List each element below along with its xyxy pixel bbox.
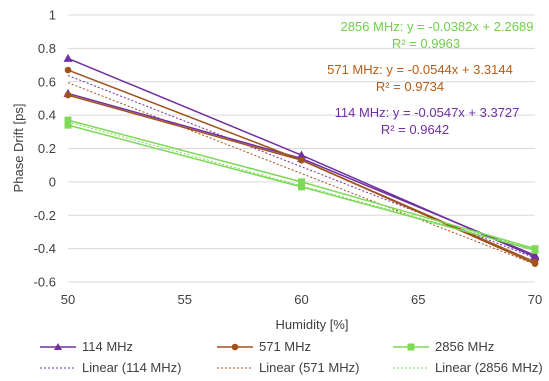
legend-item-linear-2856: Linear (2856 MHz) [393,360,543,375]
y-tick-label: 1 [49,8,56,23]
legend-label-linear-2856: Linear (2856 MHz) [435,360,543,375]
legend-item-linear-571: Linear (571 MHz) [217,360,359,375]
x-tick-label: 70 [528,292,542,307]
equation-571: 571 MHz: y = -0.0544x + 3.3144 [327,62,513,77]
data-point [298,183,305,191]
equation-114: 114 MHz: y = -0.0547x + 3.3727 [335,105,520,120]
legend: 114 MHz 571 MHz 2856 MHz Linear (114 MHz… [40,339,543,375]
x-tick-label: 50 [61,292,75,307]
y-tick-label: -0.6 [34,275,56,290]
data-point [531,260,539,267]
equation-2856: 2856 MHz: y = -0.0382x + 2.2689 [341,19,534,34]
x-tick-label: 55 [178,292,192,307]
legend-item-2856: 2856 MHz [393,339,494,354]
series-lines [63,53,540,267]
r2-114: R² = 0.9642 [381,122,449,137]
data-point [63,53,73,62]
y-tick-label: 0.4 [38,108,56,123]
y-tick-labels: -0.6 -0.4 -0.2 0 0.2 0.4 0.6 0.8 1 [34,8,56,290]
x-axis-label: Humidity [%] [276,317,349,332]
data-point [530,250,540,259]
x-tick-labels: 50 55 60 65 70 [61,292,542,307]
trendline-equations: 2856 MHz: y = -0.0382x + 2.2689 R² = 0.9… [327,19,533,137]
trendline-2 [67,121,536,250]
data-point [64,121,72,129]
legend-label-linear-114: Linear (114 MHz) [82,360,181,375]
grid-lines [68,14,535,283]
y-tick-label: 0 [49,174,56,189]
trendlines [67,74,536,265]
x-tick-label: 65 [411,292,425,307]
y-tick-label: 0.2 [38,141,56,156]
y-tick-label: -0.4 [34,241,56,256]
data-point [531,246,539,254]
data-point [64,91,72,99]
y-tick-label: 0.8 [38,41,56,56]
legend-item-114: 114 MHz [40,339,133,354]
data-point [298,178,305,186]
r2-2856: R² = 0.9963 [392,36,460,51]
legend-item-571: 571 MHz [217,339,311,354]
y-axis-label: Phase Drift [ps] [11,104,26,193]
data-point [64,116,72,124]
data-point [64,66,72,74]
x-tick-label: 60 [294,292,308,307]
legend-label-linear-571: Linear (571 MHz) [259,360,359,375]
data-point [298,156,305,164]
legend-label-2856: 2856 MHz [435,339,494,354]
y-tick-label: -0.2 [34,208,56,223]
legend-label-571: 571 MHz [259,339,311,354]
r2-571: R² = 0.9734 [376,79,444,94]
legend-label-114: 114 MHz [82,339,133,354]
y-tick-label: 0.6 [38,74,56,89]
trendline-1 [67,82,536,265]
legend-item-linear-114: Linear (114 MHz) [40,360,181,375]
